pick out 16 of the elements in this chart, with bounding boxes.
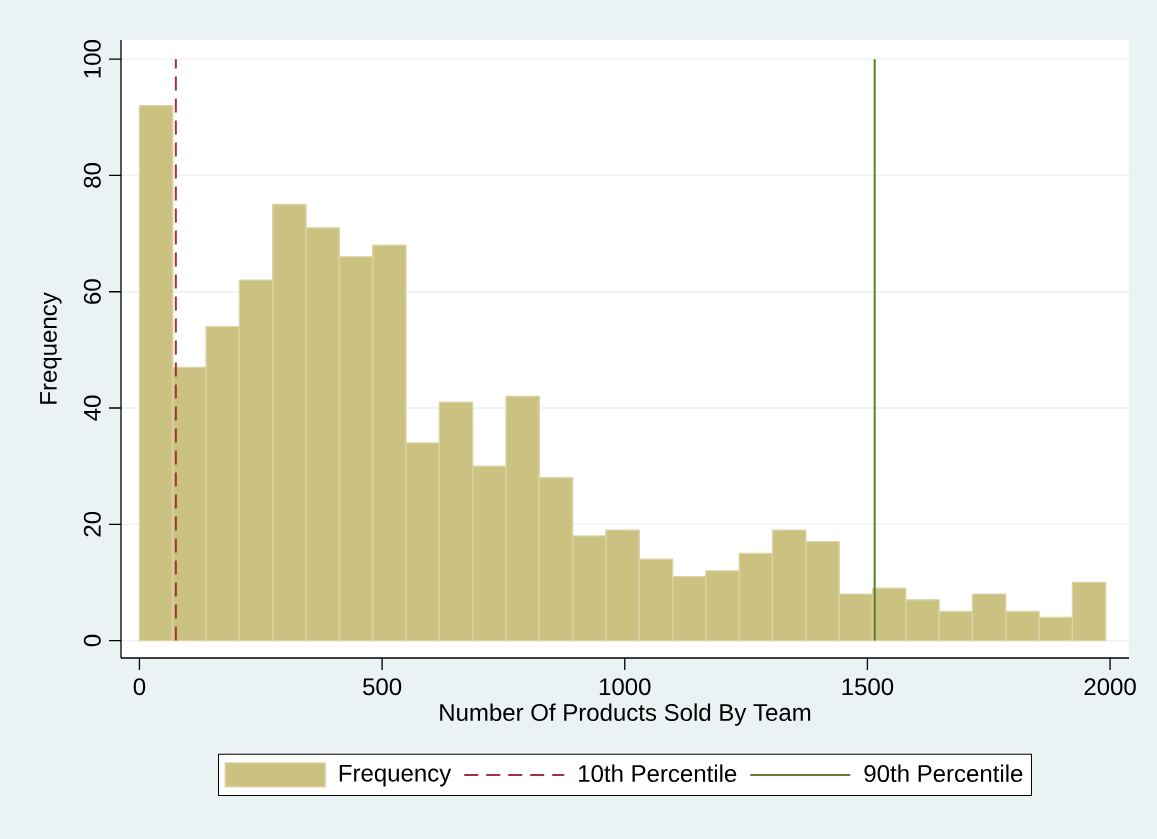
legend-label: 90th Percentile: [864, 764, 1023, 783]
y-tick-label: 60: [83, 279, 101, 304]
y-tick-label: 40: [83, 395, 101, 421]
x-tick-label: 500: [363, 678, 402, 696]
y-tick-label: 20: [83, 511, 101, 537]
legend-label: Frequency: [339, 764, 452, 787]
legend-label: 10th Percentile: [579, 764, 737, 783]
x-tick-label: 1500: [842, 678, 894, 696]
x-tick-label: 1000: [599, 678, 651, 696]
x-axis-title: Number Of Products Sold By Team: [440, 703, 811, 726]
x-tick-label: 0: [133, 678, 146, 696]
x-tick-label: 2000: [1084, 678, 1136, 696]
y-tick-label: 80: [83, 163, 101, 188]
y-tick-label: 100: [83, 40, 101, 78]
y-axis-title: Frequency: [40, 292, 62, 404]
y-tick-label: 0: [83, 634, 101, 647]
